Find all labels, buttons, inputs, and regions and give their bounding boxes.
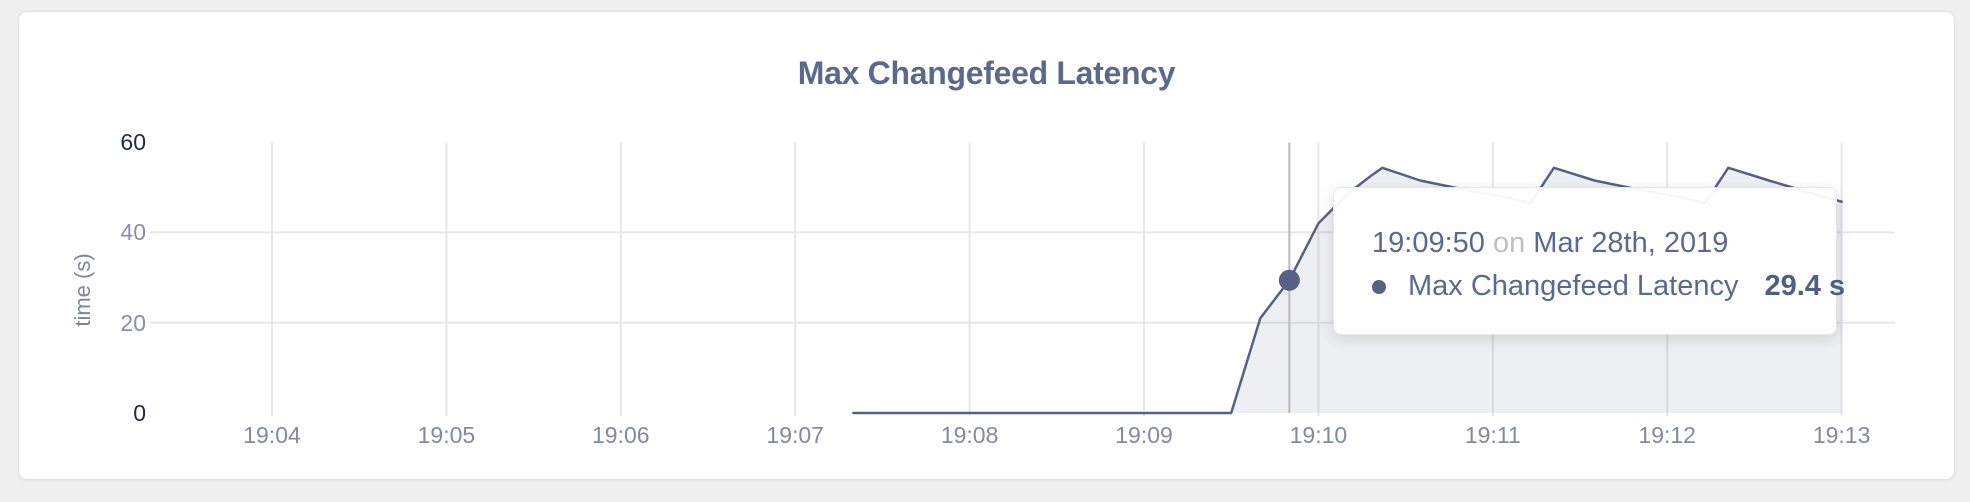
tooltip-series-label: Max Changefeed Latency	[1408, 270, 1739, 302]
tooltip-time: 19:09:50	[1372, 227, 1485, 259]
tooltip-series-value: 29.4 s	[1764, 270, 1846, 302]
x-tick-label: 19:08	[940, 422, 999, 448]
x-tick-label: 19:13	[1812, 422, 1871, 448]
series-bullet-icon	[1372, 279, 1386, 294]
x-tick-label: 19:07	[766, 422, 824, 448]
y-tick-label: 40	[120, 219, 146, 246]
y-tick-label: 60	[120, 129, 146, 156]
x-tick-label: 19:09	[1115, 422, 1173, 448]
x-tick-label: 19:12	[1638, 422, 1696, 448]
tooltip-conjunction: on	[1492, 227, 1526, 259]
x-tick-label: 19:10	[1289, 422, 1348, 448]
x-tick-label: 19:05	[417, 422, 476, 448]
tooltip-timestamp: 19:09:50 on Mar 28th, 2019	[1372, 226, 1808, 260]
tooltip-date: Mar 28th, 2019	[1533, 227, 1729, 259]
chart-title: Max Changefeed Latency	[797, 55, 1176, 91]
x-tick-label: 19:06	[592, 422, 650, 448]
tooltip-series-row: Max Changefeed Latency 29.4 s	[1372, 270, 1845, 303]
x-tick-label: 19:11	[1464, 422, 1521, 448]
chart-tooltip: 19:09:50 on Mar 28th, 2019 Max Changefee…	[1333, 187, 1845, 335]
hover-dot	[1278, 269, 1300, 291]
y-tick-label: 20	[120, 309, 146, 336]
y-tick-label: 0	[133, 400, 146, 426]
x-tick-label: 19:04	[243, 422, 301, 448]
